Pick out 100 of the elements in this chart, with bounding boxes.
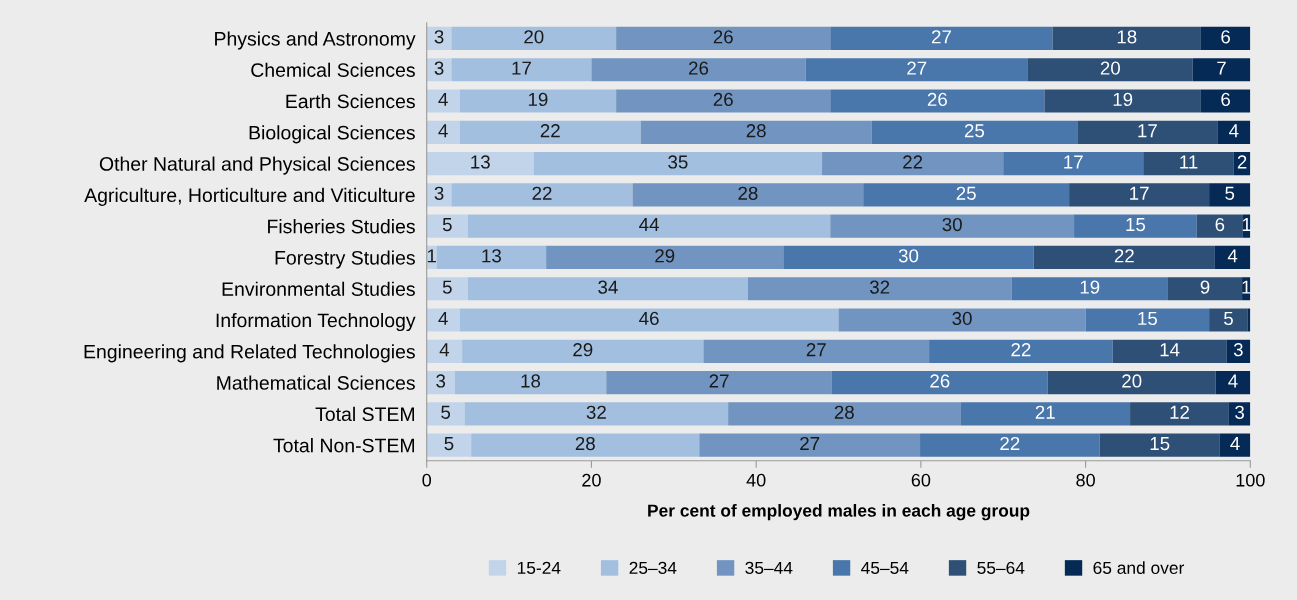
data-label: 27 — [907, 61, 927, 75]
bar — [1200, 89, 1251, 113]
data-label: 6 — [1221, 92, 1230, 107]
bar — [728, 402, 961, 426]
bar — [1192, 58, 1251, 82]
data-label: 19 — [528, 92, 548, 107]
y-tick-label: Physics and Astronomy — [215, 31, 416, 50]
data-label: 28 — [834, 405, 854, 419]
bar — [471, 433, 700, 457]
data-label: 26 — [930, 374, 950, 388]
data-label: 2 — [1237, 155, 1247, 169]
bar — [632, 183, 864, 207]
data-label: 32 — [586, 405, 606, 419]
data-label: 35 — [668, 155, 688, 169]
data-label: 26 — [689, 61, 709, 75]
bar — [783, 245, 1034, 270]
bar — [459, 308, 839, 332]
bar — [426, 120, 460, 144]
y-tick-label: Earth Sciences — [286, 93, 415, 109]
y-tick-label: Forestry Studies — [275, 250, 415, 269]
bar — [426, 277, 468, 301]
data-label: 19 — [1113, 92, 1133, 107]
data-label: 15 — [1126, 218, 1146, 232]
data-label: 22 — [1011, 343, 1031, 357]
data-label: 27 — [931, 30, 951, 44]
data-label: 27 — [806, 343, 826, 357]
data-label: 44 — [639, 218, 659, 232]
data-label: 22 — [1000, 436, 1020, 451]
y-tick-label: Fisheries Studies — [268, 219, 415, 234]
bar — [1112, 339, 1227, 363]
bar — [1074, 214, 1197, 238]
bar — [640, 120, 872, 144]
bar — [426, 89, 460, 113]
data-label: 4 — [1228, 374, 1238, 388]
bar — [1143, 152, 1234, 176]
bar — [929, 339, 1113, 363]
data-label: 3 — [434, 61, 444, 75]
data-label: 18 — [1117, 30, 1137, 44]
data-label: 21 — [1035, 405, 1055, 419]
data-label: 6 — [1221, 30, 1230, 44]
data-label: 13 — [471, 155, 490, 169]
x-tick-label: 100 — [1236, 473, 1265, 487]
bar — [454, 371, 607, 395]
bar — [703, 339, 930, 363]
bar — [616, 26, 831, 51]
data-label: 20 — [1122, 374, 1142, 388]
data-label: 26 — [713, 92, 733, 107]
bar — [831, 371, 1048, 395]
x-tick-label: 60 — [911, 473, 931, 487]
bar — [464, 402, 729, 426]
data-label: 20 — [1100, 61, 1120, 75]
bar — [1003, 152, 1144, 176]
data-label: 5 — [442, 218, 452, 232]
data-label: 6 — [1215, 217, 1225, 232]
data-label: 5 — [441, 405, 451, 419]
data-label: 28 — [575, 436, 595, 451]
data-label: 4 — [438, 124, 448, 138]
y-tick-label: Agriculture, Horticulture and Viticulture — [84, 187, 415, 206]
data-label: 5 — [442, 280, 452, 294]
x-tick-label: 80 — [1076, 473, 1095, 487]
data-label: 5 — [1224, 311, 1233, 326]
data-label: 29 — [655, 249, 675, 263]
bar — [830, 214, 1075, 238]
bar — [1044, 89, 1201, 113]
data-label: 27 — [800, 436, 820, 451]
data-label: 17 — [1130, 186, 1149, 200]
data-label: 1 — [427, 249, 436, 263]
bar — [426, 308, 460, 332]
data-label: 26 — [927, 92, 947, 107]
data-label: 3 — [1233, 343, 1243, 357]
bar — [467, 214, 831, 238]
data-label: 30 — [898, 249, 919, 263]
y-tick-label: Engineering and Related Technologies — [84, 344, 415, 363]
bar — [451, 58, 592, 82]
data-label: 7 — [1217, 61, 1226, 75]
y-tick-label: Total Non-STEM — [273, 438, 415, 453]
data-label: 25 — [956, 186, 976, 200]
bar — [1200, 26, 1251, 51]
data-label: 15 — [1150, 437, 1170, 451]
bar — [1077, 120, 1218, 144]
legend-label: 25–34 — [629, 561, 677, 575]
data-label: 46 — [639, 311, 659, 326]
data-label: 15 — [1138, 311, 1157, 326]
data-label: 27 — [709, 374, 729, 388]
bar — [830, 89, 1045, 113]
data-label: 12 — [1170, 405, 1189, 419]
bar — [462, 339, 704, 363]
bar — [1011, 277, 1168, 301]
data-label: 3 — [436, 374, 446, 388]
bar — [920, 433, 1100, 457]
x-tick-label: 20 — [582, 473, 601, 487]
bar — [1085, 308, 1210, 332]
bar — [1167, 277, 1243, 301]
data-label: 20 — [524, 30, 544, 44]
bar — [426, 433, 472, 457]
data-label: 28 — [738, 186, 758, 200]
data-label: 22 — [540, 124, 560, 138]
data-label: 22 — [903, 155, 923, 169]
bar — [436, 245, 547, 270]
bar — [747, 277, 1012, 301]
